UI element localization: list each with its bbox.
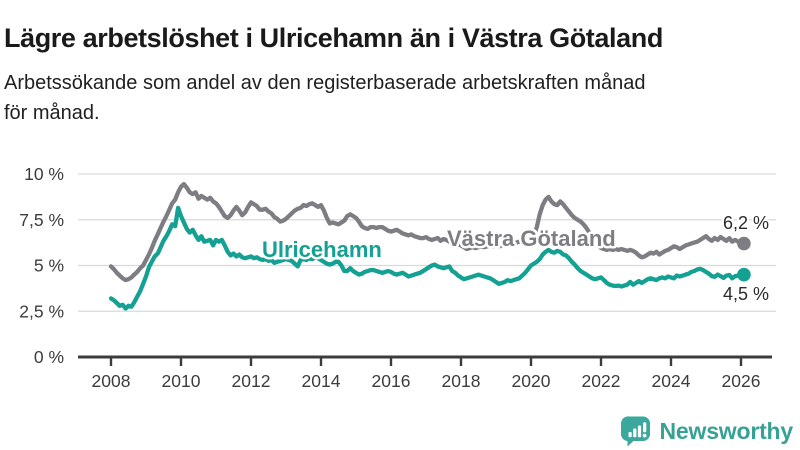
series-labels: Västra Götaland Ulricehamn bbox=[260, 224, 619, 265]
series-end-dots bbox=[737, 236, 751, 282]
y-tick-label: 2,5 % bbox=[19, 301, 64, 321]
newsworthy-speech-bubble-bar-chart-icon bbox=[620, 416, 650, 447]
series-end-value-labels: 6,2 % 4,5 % bbox=[721, 211, 771, 306]
y-axis-labels: 0 % 2,5 % 5 % 7,5 % 10 % bbox=[19, 164, 64, 367]
y-tick-label: 10 % bbox=[24, 164, 64, 184]
x-tick-label: 2020 bbox=[512, 371, 551, 391]
series-end-value-label: 4,5 % bbox=[723, 284, 769, 304]
x-tick-label: 2012 bbox=[232, 371, 271, 391]
series-lines bbox=[108, 181, 747, 311]
page-subtitle-line-1: Arbetssökande som andel av den registerb… bbox=[4, 72, 646, 94]
series-label: Västra Götaland bbox=[447, 226, 616, 251]
page-title: Lägre arbetslöshet i Ulricehamn än i Väs… bbox=[4, 23, 663, 54]
page-subtitle-line-2: för månad. bbox=[4, 102, 100, 124]
x-tick-label: 2018 bbox=[442, 371, 481, 391]
x-tick-label: 2014 bbox=[302, 371, 341, 391]
x-tick-label: 2024 bbox=[652, 371, 691, 391]
series-line-ulricehamn bbox=[108, 205, 747, 311]
x-tick-label: 2016 bbox=[372, 371, 411, 391]
series-end-value-label: 6,2 % bbox=[723, 213, 769, 233]
series-label: Ulricehamn bbox=[262, 237, 382, 262]
newsworthy-logo: Newsworthy bbox=[620, 415, 793, 447]
x-tick-label: 2022 bbox=[582, 371, 621, 391]
y-tick-label: 0 % bbox=[34, 347, 64, 367]
series-end-dot bbox=[737, 236, 751, 251]
y-tick-label: 5 % bbox=[34, 256, 64, 276]
x-axis-labels: 2008 2010 2012 2014 2016 2018 2020 2022 2024 2026 bbox=[92, 371, 761, 391]
newsworthy-logo-text: Newsworthy bbox=[659, 417, 794, 444]
x-tick-label: 2010 bbox=[162, 371, 201, 391]
series-end-dot bbox=[737, 267, 751, 282]
y-tick-label: 7,5 % bbox=[19, 210, 64, 230]
series-line-vastra-gotaland bbox=[108, 181, 747, 283]
page-subtitle: Arbetssökande som andel av den registerb… bbox=[4, 68, 646, 128]
x-tick-label: 2008 bbox=[92, 371, 131, 391]
gridlines bbox=[78, 173, 776, 312]
x-tick-label: 2026 bbox=[722, 371, 761, 391]
x-axis bbox=[78, 355, 772, 366]
